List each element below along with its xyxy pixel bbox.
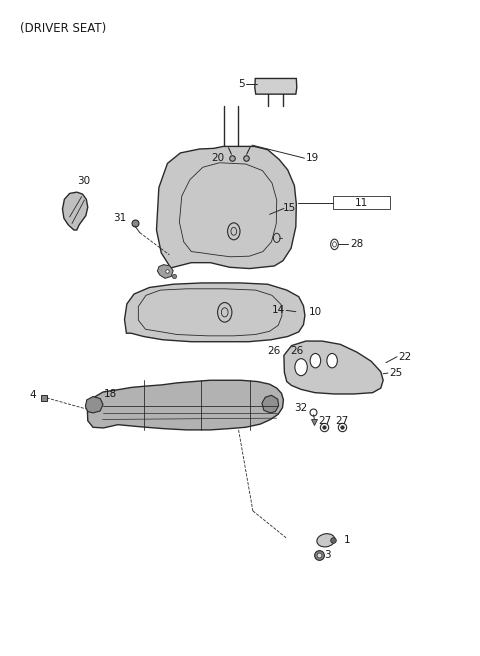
- Circle shape: [310, 354, 321, 368]
- Polygon shape: [124, 283, 305, 342]
- Text: 26: 26: [267, 346, 280, 356]
- Text: 22: 22: [398, 352, 412, 361]
- Text: 15: 15: [283, 203, 296, 213]
- Polygon shape: [156, 146, 296, 268]
- Circle shape: [295, 359, 307, 376]
- Text: 26: 26: [290, 346, 303, 356]
- Polygon shape: [284, 341, 383, 394]
- Text: (DRIVER SEAT): (DRIVER SEAT): [21, 22, 107, 35]
- Text: 31: 31: [113, 213, 126, 223]
- Text: 5: 5: [238, 79, 245, 89]
- Text: 27: 27: [336, 416, 348, 426]
- Text: 20: 20: [212, 153, 225, 163]
- FancyBboxPatch shape: [333, 196, 390, 209]
- Polygon shape: [87, 380, 283, 430]
- Text: 4: 4: [29, 390, 36, 400]
- Text: 10: 10: [309, 306, 323, 317]
- Text: 28: 28: [350, 239, 363, 249]
- Text: 11: 11: [355, 197, 368, 207]
- Text: 19: 19: [306, 153, 319, 163]
- Text: 1: 1: [344, 535, 351, 544]
- Text: 3: 3: [324, 550, 331, 560]
- Polygon shape: [255, 79, 297, 94]
- Polygon shape: [62, 192, 88, 230]
- Circle shape: [327, 354, 337, 368]
- Ellipse shape: [317, 534, 335, 547]
- Text: 30: 30: [77, 176, 90, 186]
- Polygon shape: [85, 397, 103, 413]
- Text: 25: 25: [389, 368, 403, 378]
- Polygon shape: [157, 264, 173, 278]
- Text: 32: 32: [294, 403, 307, 413]
- Polygon shape: [262, 396, 279, 413]
- Text: 18: 18: [104, 389, 117, 399]
- Text: 14: 14: [272, 305, 285, 316]
- Text: 27: 27: [318, 416, 331, 426]
